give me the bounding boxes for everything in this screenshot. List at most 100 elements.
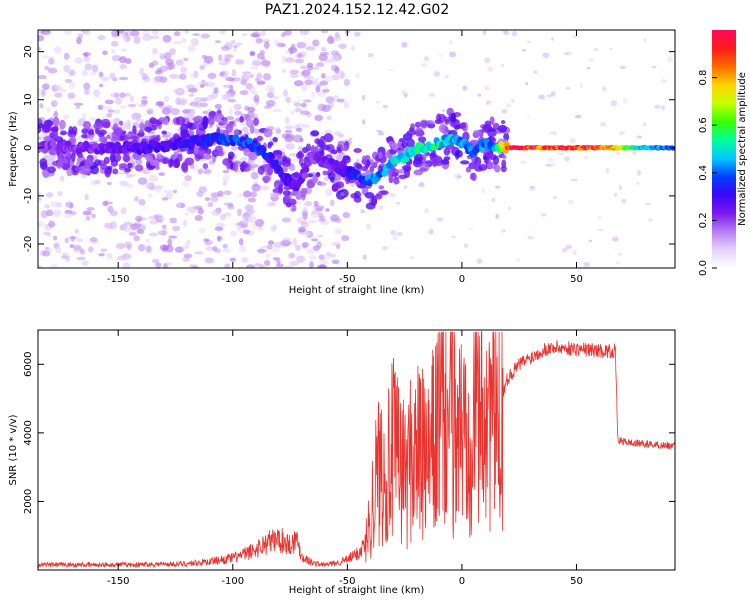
- noise-speckle: [588, 58, 595, 63]
- noise-speckle: [586, 67, 591, 70]
- noise-speckle: [571, 34, 577, 39]
- noise-speckle: [190, 38, 199, 46]
- noise-speckle: [495, 213, 499, 219]
- noise-speckle: [259, 49, 266, 55]
- noise-speckle: [334, 66, 340, 74]
- noise-speckle: [527, 235, 534, 240]
- spectral-blob: [404, 168, 411, 178]
- noise-speckle: [613, 192, 618, 198]
- noise-speckle: [178, 73, 187, 80]
- noise-speckle: [84, 63, 93, 71]
- noise-speckle: [44, 65, 50, 71]
- noise-speckle: [89, 237, 98, 243]
- noise-speckle: [396, 231, 404, 236]
- noise-speckle: [255, 37, 263, 44]
- noise-speckle: [285, 117, 290, 124]
- x-tick-label: 0: [459, 274, 465, 285]
- noise-speckle: [343, 101, 350, 109]
- noise-speckle: [267, 240, 275, 245]
- spectral-blob: [162, 158, 169, 164]
- noise-speckle: [389, 192, 396, 198]
- noise-speckle: [172, 40, 182, 45]
- noise-speckle: [163, 95, 169, 103]
- noise-speckle: [602, 86, 607, 92]
- noise-speckle: [113, 109, 121, 114]
- noise-speckle: [103, 201, 114, 205]
- noise-speckle: [243, 211, 254, 217]
- noise-speckle: [123, 221, 133, 226]
- noise-speckle: [38, 74, 47, 80]
- noise-speckle: [194, 101, 204, 109]
- noise-speckle: [100, 77, 108, 82]
- noise-speckle: [336, 98, 345, 103]
- noise-speckle: [220, 45, 230, 51]
- noise-speckle: [148, 232, 159, 237]
- noise-speckle: [377, 131, 385, 136]
- noise-speckle: [249, 113, 259, 118]
- spectral-blob: [180, 131, 189, 138]
- noise-speckle: [616, 152, 621, 155]
- noise-speckle: [68, 70, 77, 76]
- noise-speckle: [612, 236, 619, 242]
- noise-speckle: [142, 34, 153, 41]
- snr-series-line: [37, 331, 676, 569]
- noise-speckle: [219, 30, 227, 35]
- noise-speckle: [482, 30, 487, 36]
- noise-speckle: [51, 100, 58, 108]
- noise-speckle: [122, 123, 132, 131]
- noise-speckle: [133, 235, 140, 242]
- noise-speckle: [272, 247, 280, 253]
- noise-speckle: [138, 199, 146, 206]
- noise-speckle: [167, 238, 173, 247]
- noise-speckle: [557, 152, 564, 155]
- noise-speckle: [444, 75, 449, 79]
- noise-speckle: [565, 244, 573, 250]
- noise-speckle: [285, 57, 295, 63]
- noise-speckle: [529, 185, 535, 189]
- spectral-blob: [225, 123, 234, 133]
- spectral-blob: [419, 119, 429, 129]
- noise-speckle: [187, 44, 196, 53]
- noise-speckle: [339, 71, 345, 79]
- noise-speckle: [424, 207, 430, 214]
- noise-speckle: [186, 84, 195, 90]
- spectral-blob: [401, 141, 408, 149]
- noise-speckle: [597, 228, 604, 232]
- noise-speckle: [644, 202, 652, 206]
- noise-speckle: [334, 228, 342, 235]
- noise-speckle: [318, 254, 325, 261]
- noise-speckle: [343, 78, 351, 87]
- spectral-blob: [317, 180, 322, 186]
- noise-speckle: [76, 238, 84, 242]
- spectral-blob: [263, 128, 273, 138]
- ridge-point: [414, 147, 421, 155]
- noise-speckle: [507, 207, 512, 210]
- noise-speckle: [361, 94, 366, 101]
- snr-panel: -150 -100 -50 0 50 2000 4000 6000 Height of str…: [8, 329, 676, 596]
- noise-speckle: [453, 173, 461, 179]
- figure-title: PAZ1.2024.152.12.42.G02: [265, 2, 450, 18]
- colorbar-tick-label: 0.6: [698, 117, 709, 133]
- spectral-blob: [315, 171, 321, 177]
- noise-speckle: [574, 114, 582, 119]
- spectral-blob: [144, 126, 153, 132]
- noise-speckle: [200, 33, 210, 39]
- spectral-blob: [71, 152, 76, 163]
- noise-speckle: [551, 37, 555, 41]
- noise-speckle: [285, 143, 295, 150]
- noise-speckle: [527, 115, 531, 118]
- noise-speckle: [239, 90, 249, 96]
- spectral-blob: [82, 121, 92, 130]
- noise-speckle: [161, 107, 172, 115]
- noise-speckle: [684, 59, 690, 64]
- noise-speckle: [53, 46, 63, 54]
- noise-speckle: [438, 54, 443, 57]
- spectral-blob: [246, 118, 254, 128]
- noise-speckle: [619, 131, 626, 136]
- noise-speckle: [102, 50, 108, 55]
- spectral-blob: [124, 167, 132, 173]
- noise-speckle: [264, 41, 270, 50]
- noise-speckle: [38, 192, 43, 196]
- noise-speckle: [119, 64, 128, 69]
- spectral-blob: [248, 152, 258, 161]
